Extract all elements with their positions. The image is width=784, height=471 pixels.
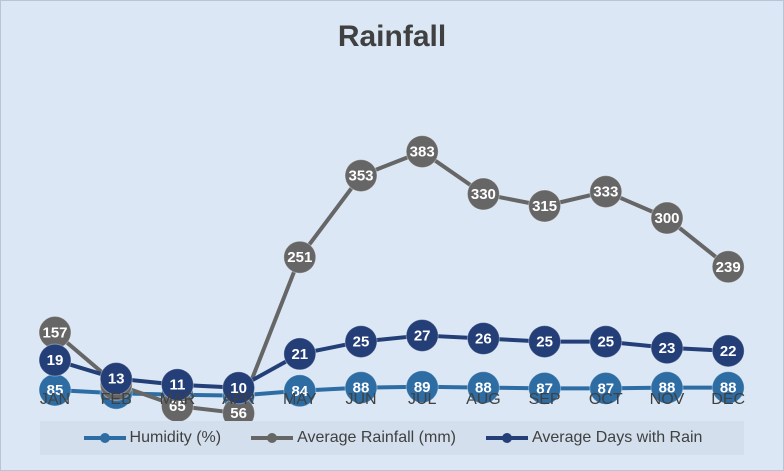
legend-item-days: Average Days with Rain [484, 429, 702, 447]
data-point-rainfall-dec [711, 250, 745, 284]
series-line-rainfall [53, 149, 730, 416]
data-point-days-jan [38, 343, 72, 377]
legend-item-humidity: Humidity (%) [82, 429, 222, 447]
chart-title: Rainfall [337, 20, 447, 53]
data-label-days-feb: 13 [108, 371, 125, 388]
data-label-rainfall-aug: 330 [471, 186, 496, 203]
data-label-humidity-jan: 85 [47, 382, 64, 399]
data-point-days-nov [650, 331, 684, 365]
x-tick-label-mar: MAR [160, 391, 196, 408]
x-tick-label-jul: JUL [408, 391, 437, 408]
x-tick-label-may: MAY [283, 391, 317, 408]
data-point-rainfall-nov [650, 201, 684, 235]
legend-swatch-rainfall [251, 433, 294, 443]
data-label-rainfall-dec: 239 [716, 259, 741, 276]
legend: Humidity (%) Average Rainfall (mm) Avera… [40, 421, 744, 455]
legend-marker-humidity [99, 433, 110, 443]
data-label-humidity-aug: 88 [475, 380, 492, 397]
x-tick-label-apr: APR [222, 391, 255, 408]
x-tick-label-dec: DEC [711, 391, 745, 408]
x-tick-label-jun: JUN [345, 391, 376, 408]
data-point-humidity-jul [405, 370, 439, 404]
data-label-rainfall-may: 251 [287, 249, 312, 266]
data-label-days-jul: 27 [414, 327, 431, 344]
legend-marker-rainfall [267, 433, 278, 443]
data-label-rainfall-jul: 383 [410, 144, 435, 161]
data-label-days-jan: 19 [47, 352, 64, 369]
x-tick-label-feb: FEB [101, 391, 132, 408]
data-point-humidity-may [283, 374, 317, 408]
data-label-rainfall-oct: 333 [593, 184, 618, 201]
data-label-humidity-nov: 88 [659, 380, 676, 397]
data-label-days-apr: 10 [230, 380, 247, 397]
data-point-days-may [283, 337, 317, 371]
data-label-days-dec: 22 [720, 343, 737, 360]
data-label-humidity-sep: 87 [536, 380, 553, 397]
data-point-days-oct [589, 325, 623, 359]
legend-label-days: Average Days with Rain [531, 429, 703, 446]
legend-swatch-humidity [83, 433, 126, 443]
data-label-rainfall-apr: 56 [230, 405, 247, 422]
legend-item-rainfall: Average Rainfall (mm) [249, 429, 456, 447]
x-tick-label-oct: OCT [589, 391, 623, 408]
x-tick-label-jan: JAN [40, 391, 70, 408]
data-point-humidity-nov [650, 371, 684, 405]
series-line-humidity [54, 384, 729, 398]
data-label-days-sep: 25 [536, 334, 553, 351]
data-label-days-nov: 23 [659, 340, 676, 357]
data-label-rainfall-jun: 353 [348, 168, 373, 185]
data-label-days-oct: 25 [597, 334, 614, 351]
legend-label-humidity: Humidity (%) [129, 429, 222, 446]
x-tick-label-nov: NOV [650, 391, 685, 408]
data-point-rainfall-sep [528, 189, 562, 223]
data-label-rainfall-jan: 157 [42, 324, 67, 341]
data-label-days-mar: 11 [169, 377, 185, 394]
data-label-humidity-oct: 87 [597, 380, 614, 397]
data-label-days-may: 21 [291, 346, 308, 363]
data-point-days-aug [466, 322, 500, 356]
data-point-humidity-sep [528, 371, 562, 405]
x-tick-label-aug: AUG [466, 391, 501, 408]
data-label-days-jun: 25 [353, 334, 370, 351]
data-point-rainfall-oct [589, 175, 623, 209]
data-point-days-apr [222, 371, 256, 405]
data-point-humidity-oct [589, 371, 623, 405]
data-point-humidity-jun [344, 371, 378, 405]
legend-label-rainfall: Average Rainfall (mm) [297, 429, 456, 446]
data-point-days-sep [528, 325, 562, 359]
data-point-days-jul [405, 318, 439, 352]
data-label-rainfall-mar: 65 [169, 398, 186, 415]
data-label-humidity-jul: 89 [414, 379, 431, 396]
data-point-humidity-aug [466, 371, 500, 405]
data-point-humidity-dec [711, 371, 745, 405]
data-point-rainfall-jul [405, 135, 439, 169]
data-label-humidity-may: 84 [291, 383, 308, 400]
data-point-days-mar [160, 368, 194, 402]
data-label-days-aug: 26 [475, 331, 492, 348]
data-label-humidity-jun: 88 [353, 380, 370, 397]
data-label-rainfall-sep: 315 [532, 198, 557, 215]
data-point-days-jun [344, 325, 378, 359]
data-point-rainfall-may [283, 240, 317, 274]
legend-swatch-days [485, 433, 528, 443]
series-line-days [54, 333, 729, 390]
data-point-rainfall-jun [344, 159, 378, 193]
data-point-rainfall-aug [466, 177, 500, 211]
legend-marker-days [501, 433, 512, 443]
data-label-humidity-dec: 88 [720, 380, 737, 397]
data-label-rainfall-nov: 300 [654, 210, 679, 227]
data-point-days-feb [99, 362, 133, 396]
data-point-days-dec [711, 334, 745, 368]
x-tick-label-sep: SEP [529, 391, 561, 408]
